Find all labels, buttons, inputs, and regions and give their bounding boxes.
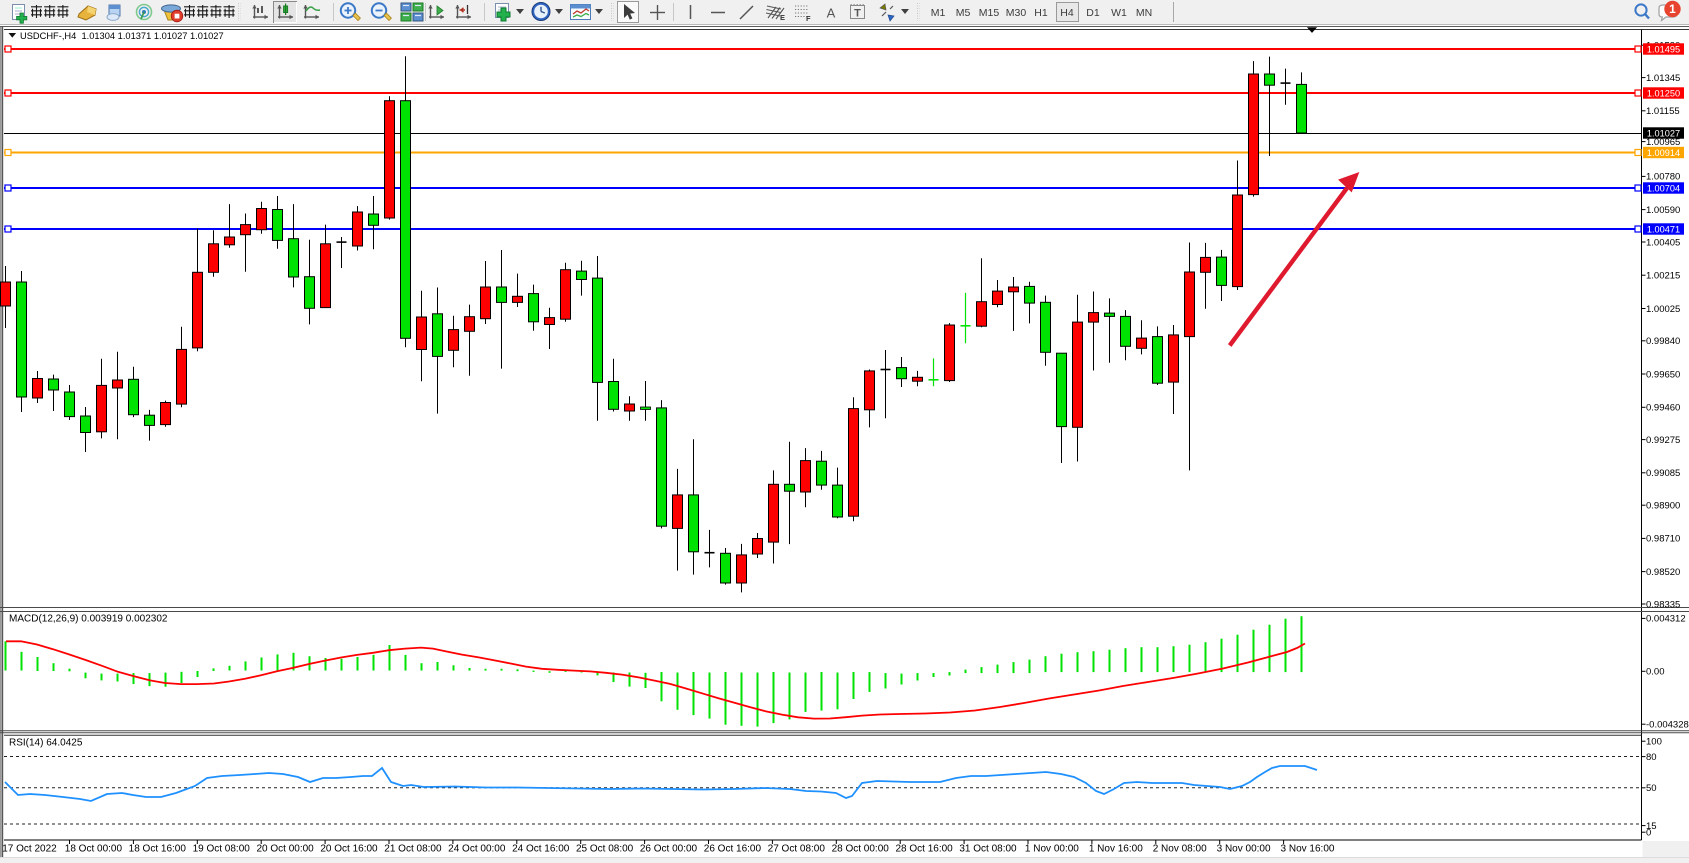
svg-text:RSI(14) 64.0425: RSI(14) 64.0425 xyxy=(9,738,83,749)
svg-text:M5: M5 xyxy=(956,7,971,19)
svg-text:0.98335: 0.98335 xyxy=(1646,599,1680,610)
svg-text:1.01345: 1.01345 xyxy=(1646,73,1680,84)
svg-text:1.01155: 1.01155 xyxy=(1646,106,1680,117)
svg-text:24 Oct 16:00: 24 Oct 16:00 xyxy=(512,844,570,855)
svg-text:1 Nov 16:00: 1 Nov 16:00 xyxy=(1089,844,1143,855)
svg-text:M30: M30 xyxy=(1006,7,1027,19)
svg-text:-0.004328: -0.004328 xyxy=(1646,720,1689,731)
svg-text:T: T xyxy=(854,8,861,20)
svg-text:0.98710: 0.98710 xyxy=(1646,534,1680,545)
svg-text:MN: MN xyxy=(1136,7,1152,19)
svg-text:20 Oct 00:00: 20 Oct 00:00 xyxy=(256,844,314,855)
svg-text:0.00: 0.00 xyxy=(1646,667,1665,678)
svg-text:17 Oct 2022: 17 Oct 2022 xyxy=(2,844,57,855)
svg-text:F: F xyxy=(806,14,811,23)
svg-text:1.00780: 1.00780 xyxy=(1646,172,1680,183)
svg-text:0.99650: 0.99650 xyxy=(1646,369,1680,380)
svg-text:1.00704: 1.00704 xyxy=(1647,183,1680,193)
svg-text:D1: D1 xyxy=(1086,7,1100,19)
svg-text:2 Nov 08:00: 2 Nov 08:00 xyxy=(1153,844,1207,855)
svg-text:0.98520: 0.98520 xyxy=(1646,567,1680,578)
svg-text:0.99460: 0.99460 xyxy=(1646,403,1680,414)
svg-text:50: 50 xyxy=(1646,783,1657,794)
svg-text:26 Oct 00:00: 26 Oct 00:00 xyxy=(640,844,698,855)
svg-text:1 Nov 00:00: 1 Nov 00:00 xyxy=(1025,844,1079,855)
svg-text:1.01495: 1.01495 xyxy=(1647,44,1680,54)
svg-text:USDCHF-,H4 1.01304 1.01371 1.: USDCHF-,H4 1.01304 1.01371 1.01027 1.010… xyxy=(20,31,224,41)
svg-text:15: 15 xyxy=(1646,821,1657,832)
svg-text:1.00471: 1.00471 xyxy=(1647,224,1680,234)
svg-text:1.00405: 1.00405 xyxy=(1646,237,1680,248)
svg-text:28 Oct 00:00: 28 Oct 00:00 xyxy=(832,844,890,855)
svg-text:1.00965: 1.00965 xyxy=(1646,137,1680,148)
svg-text:M15: M15 xyxy=(979,7,1000,19)
svg-text:26 Oct 16:00: 26 Oct 16:00 xyxy=(704,844,762,855)
svg-text:0: 0 xyxy=(1646,828,1651,839)
svg-text:0.004312: 0.004312 xyxy=(1646,614,1686,625)
svg-text:1: 1 xyxy=(1669,2,1676,16)
svg-text:80: 80 xyxy=(1646,752,1657,763)
svg-text:1.01027: 1.01027 xyxy=(1647,128,1680,138)
svg-text:1.00025: 1.00025 xyxy=(1646,304,1680,315)
svg-text:W1: W1 xyxy=(1111,7,1127,19)
svg-text:E: E xyxy=(780,13,785,22)
svg-text:1.00914: 1.00914 xyxy=(1647,148,1680,158)
svg-text:0.98900: 0.98900 xyxy=(1646,501,1680,512)
svg-text:H1: H1 xyxy=(1034,7,1048,19)
svg-text:A: A xyxy=(827,6,836,21)
svg-text:0.99275: 0.99275 xyxy=(1646,435,1680,446)
svg-text:25 Oct 08:00: 25 Oct 08:00 xyxy=(576,844,634,855)
svg-text:0.99085: 0.99085 xyxy=(1646,468,1680,479)
svg-text:18 Oct 00:00: 18 Oct 00:00 xyxy=(65,844,123,855)
svg-text:19 Oct 08:00: 19 Oct 08:00 xyxy=(193,844,251,855)
svg-text:H4: H4 xyxy=(1060,7,1074,19)
svg-text:MACD(12,26,9) 0.003919 0.00230: MACD(12,26,9) 0.003919 0.002302 xyxy=(9,614,168,625)
svg-text:27 Oct 08:00: 27 Oct 08:00 xyxy=(768,844,826,855)
svg-text:1.01250: 1.01250 xyxy=(1647,88,1680,98)
svg-text:28 Oct 16:00: 28 Oct 16:00 xyxy=(895,844,953,855)
svg-text:0.99840: 0.99840 xyxy=(1646,336,1680,347)
svg-text:1.00590: 1.00590 xyxy=(1646,205,1680,216)
svg-text:1.00215: 1.00215 xyxy=(1646,271,1680,282)
svg-text:20 Oct 16:00: 20 Oct 16:00 xyxy=(320,844,378,855)
svg-text:31 Oct 08:00: 31 Oct 08:00 xyxy=(959,844,1017,855)
svg-text:18 Oct 16:00: 18 Oct 16:00 xyxy=(129,844,187,855)
svg-text:M1: M1 xyxy=(931,7,946,19)
svg-text:100: 100 xyxy=(1646,737,1662,748)
svg-text:3 Nov 16:00: 3 Nov 16:00 xyxy=(1281,844,1335,855)
svg-text:3 Nov 00:00: 3 Nov 00:00 xyxy=(1217,844,1271,855)
svg-text:21 Oct 08:00: 21 Oct 08:00 xyxy=(384,844,442,855)
svg-text:24 Oct 00:00: 24 Oct 00:00 xyxy=(448,844,506,855)
